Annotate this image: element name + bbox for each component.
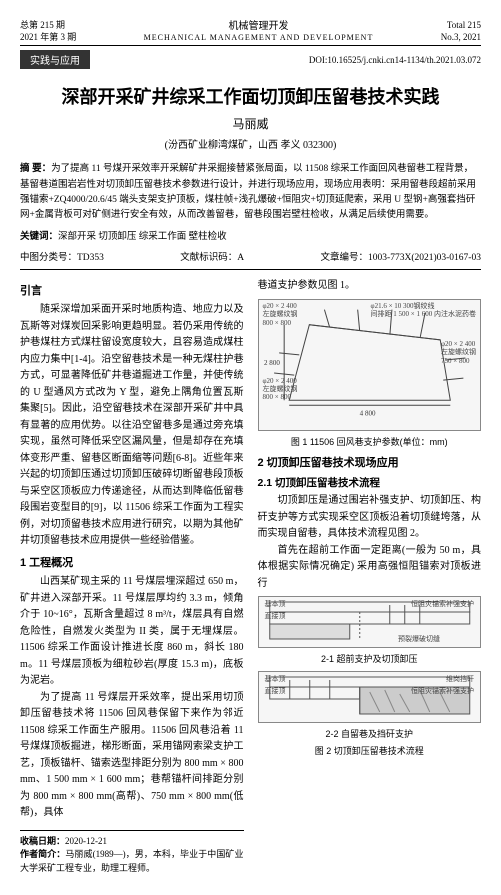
article-title: 深部开采矿井综采工作面切顶卸压留巷技术实践 <box>20 83 481 109</box>
abstract-text: 为了提高 11 号煤开采效率开采解矿井采掘接替紧张局面，以 11508 综采工作… <box>20 164 476 220</box>
right-column: 巷道支护参数见图 1。 4 800 2 800 φ21.6 × 10 3 <box>258 278 482 875</box>
doc-code: 文献标识码：A <box>180 249 244 263</box>
doi: DOI:10.16525/j.cnki.cn14-1134/th.2021.03… <box>309 55 481 65</box>
footer-author-label: 作者简介： <box>20 849 65 859</box>
background-text: 山西某矿现主采的 11 号煤层埋深超过 650 m，矿井进入深部开采。11 号煤… <box>20 574 244 690</box>
d1-label7: 左旋螺纹钢 <box>263 385 298 393</box>
dim-left: 2 800 <box>264 359 280 367</box>
right-intro: 巷道支护参数见图 1。 <box>258 278 482 295</box>
d1-label4: 左旋螺纹钢 <box>263 310 298 318</box>
header-left: 总第 215 期 2021 年第 3 期 <box>20 20 76 43</box>
abstract-label: 摘 要： <box>20 163 51 174</box>
header-no: No.3, 2021 <box>441 32 481 44</box>
footer-date-label: 收稿日期： <box>20 836 65 846</box>
issue-total: 总第 215 期 <box>20 20 76 32</box>
journal-cn: 机械管理开发 <box>144 20 374 33</box>
d1-label1: φ21.6 × 10 300钢绞线 <box>371 302 476 310</box>
d2b-note4: 恒阻灾锚索补强支护 <box>411 686 474 698</box>
d1-label2: 间排距 1 500 × 1 600 内注水泥药卷 <box>371 310 476 318</box>
d2-note2: 预裂爆破切缝 <box>398 634 440 646</box>
d2b-note3: 维岗挡矸 <box>446 674 474 686</box>
d1-label5c: 左旋螺纹钢 <box>441 348 476 356</box>
fig1-caption: 图 1 11506 回风巷支护参数(单位：mm) <box>258 435 482 450</box>
author: 马丽威 <box>20 115 481 132</box>
background-title: 1 工程概况 <box>20 554 244 572</box>
d1-label5b: φ20 × 2 400 <box>441 340 476 348</box>
left-column: 引言 随采深增加采面开采时地质构造、地应力以及瓦斯等对煤炭回采影响更趋明显。若仍… <box>20 278 244 875</box>
d1-label3: φ20 × 2 400 <box>263 302 298 310</box>
keywords-text: 深部开采 切顶卸压 综采工作面 壁柱检收 <box>58 232 227 242</box>
d1-label5: 800 × 800 <box>263 319 298 327</box>
header-total: Total 215 <box>441 20 481 32</box>
figure-1: 4 800 2 800 φ21.6 × 10 300钢绞线 间排距 1 500 … <box>258 299 482 431</box>
d2-mid: 直接顶 <box>265 611 286 623</box>
keywords-label: 关键词： <box>20 231 58 242</box>
d1-label5d: 750 × 800 <box>441 357 476 365</box>
sec2-title: 2 切顶卸压留巷技术现场应用 <box>258 454 482 472</box>
d2-left: 基本顶 <box>265 599 286 611</box>
footer-date: 2020-12-21 <box>65 836 107 846</box>
intro-title: 引言 <box>20 282 244 300</box>
article-no: 文章编号：1003-773X(2021)03-0167-03 <box>321 249 481 263</box>
d1-label8: 800 × 800 <box>263 393 298 401</box>
sec21-text2: 首先在超前工作面一定距离(一般为 50 m，具体根据实际情况确定) 采用高强恒阻… <box>258 543 482 593</box>
body-columns: 引言 随采深增加采面开采时地质构造、地应力以及瓦斯等对煤炭回采影响更趋明显。若仍… <box>20 278 481 875</box>
header-center: 机械管理开发 MECHANICAL MANAGEMENT AND DEVELOP… <box>144 20 374 43</box>
fig2-caption: 图 2 切顶卸压留巷技术流程 <box>258 744 482 759</box>
d1-label6: φ20 × 2 400 <box>263 377 298 385</box>
classification-row: 中图分类号：TD353 文献标识码：A 文章编号：1003-773X(2021)… <box>20 249 481 270</box>
dim-bottom: 4 800 <box>359 409 375 417</box>
background-text2: 为了提高 11 号煤层开采效率，提出采用切顶卸压留巷技术将 11506 回风巷保… <box>20 690 244 822</box>
class-no: 中图分类号：TD353 <box>20 249 104 263</box>
section-tag: 实践与应用 <box>20 50 90 69</box>
d2-note1: 恒阻灾锚索补强支护 <box>411 599 474 611</box>
d2b-left: 基本顶 <box>265 674 286 686</box>
sec21-text: 切顶卸压是通过围岩补强支护、切顶卸压、构矸支护等方式实现采空区顶板沿着切顶缝垮落… <box>258 493 482 543</box>
page-header: 总第 215 期 2021 年第 3 期 机械管理开发 MECHANICAL M… <box>20 20 481 46</box>
keywords: 关键词：深部开采 切顶卸压 综采工作面 壁柱检收 <box>20 229 481 245</box>
sec21-title: 2.1 切顶卸压留巷技术流程 <box>258 475 482 492</box>
figure-2-2: 基本顶 直接顶 维岗挡矸 恒阻灾锚索补强支护 <box>258 671 482 723</box>
abstract: 摘 要：为了提高 11 号煤开采效率开采解矿井采掘接替紧张局面，以 11508 … <box>20 161 481 223</box>
issue-year: 2021 年第 3 期 <box>20 32 76 44</box>
d2b-mid: 直接顶 <box>265 686 286 698</box>
fig22-caption: 2-2 自留巷及挡矸支护 <box>258 727 482 742</box>
affiliation: (汾西矿业柳湾煤矿，山西 孝义 032300) <box>20 136 481 151</box>
header-right: Total 215 No.3, 2021 <box>441 20 481 43</box>
figure-2-1: 基本顶 直接顶 恒阻灾锚索补强支护 预裂爆破切缝 <box>258 596 482 648</box>
intro-text: 随采深增加采面开采时地质构造、地应力以及瓦斯等对煤炭回采影响更趋明显。若仍采用传… <box>20 302 244 550</box>
footer: 收稿日期：2020-12-21 作者简介：马丽威(1989—)，男，本科，毕业于… <box>20 830 244 876</box>
journal-en: MECHANICAL MANAGEMENT AND DEVELOPMENT <box>144 33 374 43</box>
fig21-caption: 2-1 超前支护及切顶卸压 <box>258 652 482 667</box>
